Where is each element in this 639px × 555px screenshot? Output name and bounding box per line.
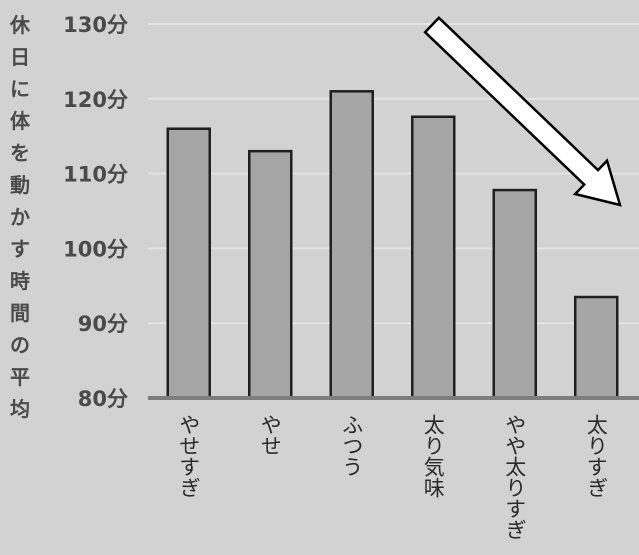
y-tick-label: 100分 — [63, 237, 128, 261]
y-tick-label: 120分 — [63, 88, 128, 112]
bar — [411, 115, 456, 400]
gridlines — [148, 23, 639, 325]
y-axis-title-char: 時 — [10, 269, 30, 293]
y-tick-labels: 80分 90分 100分 110分 120分 130分 — [63, 13, 128, 411]
y-tick-label: 130分 — [63, 13, 128, 37]
y-axis-title-char: す — [10, 237, 30, 261]
y-axis-title-char: 均 — [10, 397, 30, 421]
x-category-label: やや太りすぎ — [503, 414, 527, 540]
y-axis-title-char: 休 — [9, 13, 31, 37]
y-axis-title-char: か — [10, 205, 30, 229]
x-category-label: 太り気味 — [421, 414, 445, 498]
trend-arrow-icon — [423, 16, 622, 207]
x-category-label: やせ — [258, 414, 282, 456]
bars — [166, 90, 619, 400]
bar — [248, 149, 293, 400]
bar — [329, 90, 374, 400]
bar — [574, 295, 619, 400]
x-category-label: やせすぎ — [177, 414, 201, 498]
y-tick-label: 90分 — [78, 312, 128, 336]
x-category-label: 太りすぎ — [584, 414, 608, 498]
y-axis-title-char: 平 — [10, 365, 30, 389]
y-axis-title-char: の — [10, 333, 30, 357]
y-axis-title-char: を — [10, 141, 30, 165]
y-axis-title-char: 間 — [10, 301, 30, 325]
y-tick-label: 80分 — [78, 387, 128, 411]
bar — [492, 188, 537, 400]
y-axis-title-char: に — [10, 77, 30, 101]
x-category-label: ふつう — [340, 414, 364, 477]
trend-arrow-shape — [423, 16, 622, 207]
y-axis-title-char: 体 — [10, 109, 31, 133]
x-category-labels: やせすぎ やせ ふつう 太り気味 やや太りすぎ 太りすぎ — [177, 414, 609, 540]
bar — [166, 127, 211, 400]
y-axis-title-char: 日 — [10, 45, 30, 69]
y-tick-label: 110分 — [63, 163, 128, 187]
y-axis-title-char: 動 — [10, 173, 30, 197]
